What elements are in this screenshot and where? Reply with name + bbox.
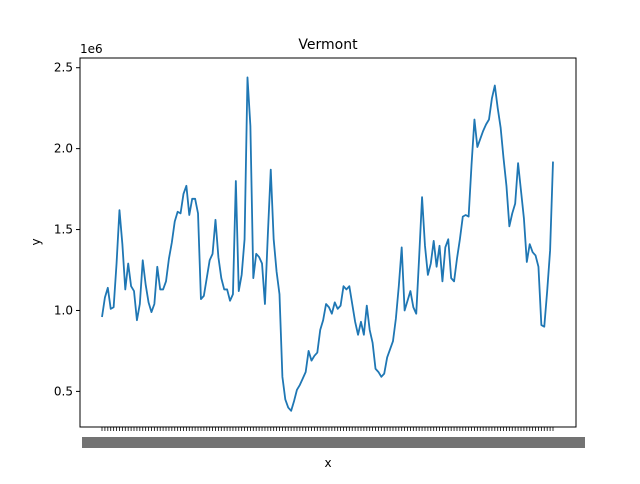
y-offset-label: 1e6: [80, 42, 103, 56]
y-axis: 0.5 1.0 1.5 2.0 2.5: [54, 61, 80, 398]
y-tick-label: 2.0: [54, 142, 73, 156]
x-axis-label: x: [324, 456, 331, 470]
y-tick-label: 2.5: [54, 61, 73, 75]
y-tick-label: 1.0: [54, 303, 73, 317]
y-tick-label: 0.5: [54, 384, 73, 398]
y-axis-label: y: [29, 238, 43, 245]
y-tick-label: 1.5: [54, 223, 73, 237]
plot-frame: [79, 57, 577, 428]
series-layer: [101, 76, 554, 412]
chart-title: Vermont: [298, 37, 358, 53]
x-tick-labels-overlap: [82, 437, 585, 448]
series-line: [101, 76, 554, 412]
x-axis: [82, 427, 585, 448]
